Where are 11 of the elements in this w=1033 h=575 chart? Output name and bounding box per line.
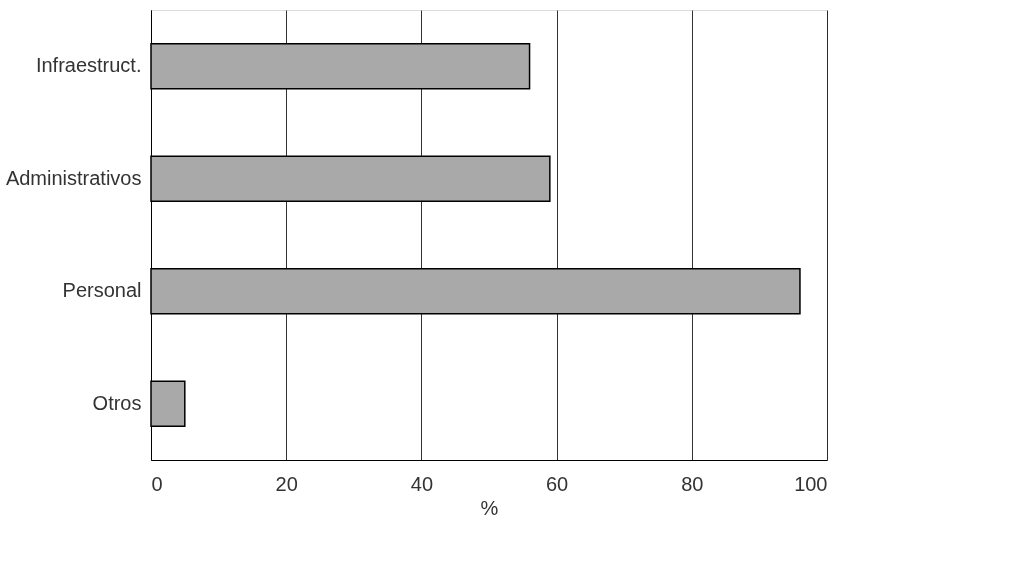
x-axis-title: % xyxy=(480,496,499,519)
x-tick-label: 60 xyxy=(545,472,569,495)
y-tick-label: Administrativos xyxy=(5,166,142,189)
y-tick-label: Personal xyxy=(62,279,142,302)
y-tick-label: Otros xyxy=(92,391,142,414)
x-tick-label: 20 xyxy=(275,472,298,495)
x-tick-label: 80 xyxy=(681,472,704,495)
x-tick-label: 0 xyxy=(151,472,163,495)
y-tick-label: Infraestruct. xyxy=(35,54,142,77)
x-tick-label: 40 xyxy=(410,472,434,495)
x-tick-label: 100 xyxy=(794,472,828,495)
